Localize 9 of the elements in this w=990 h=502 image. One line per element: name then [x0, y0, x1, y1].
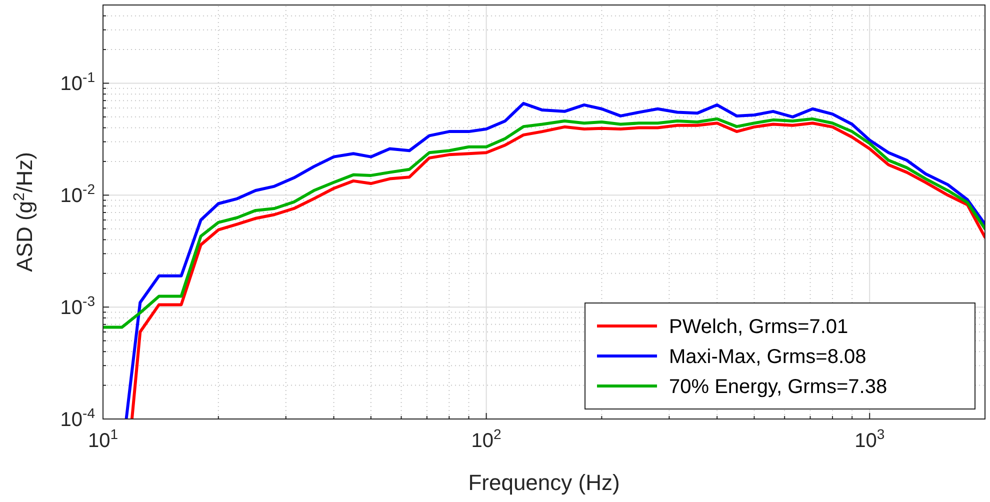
y-tick-label: 10$^{-1}$ [60, 69, 96, 96]
x-tick-label: 10$^{3}$ [854, 426, 885, 452]
legend-label: Maxi-Max, Grms=8.08 [669, 346, 866, 368]
x-axis-title: Frequency (Hz) [468, 470, 620, 495]
x-tick-label: 10$^{2}$ [471, 426, 502, 452]
legend-label: 70% Energy, Grms=7.38 [669, 376, 888, 398]
legend-label: PWelch, Grms=7.01 [669, 316, 848, 338]
y-tick-label: 10$^{-3}$ [60, 293, 96, 320]
y-tick-label: 10$^{-2}$ [60, 181, 96, 208]
